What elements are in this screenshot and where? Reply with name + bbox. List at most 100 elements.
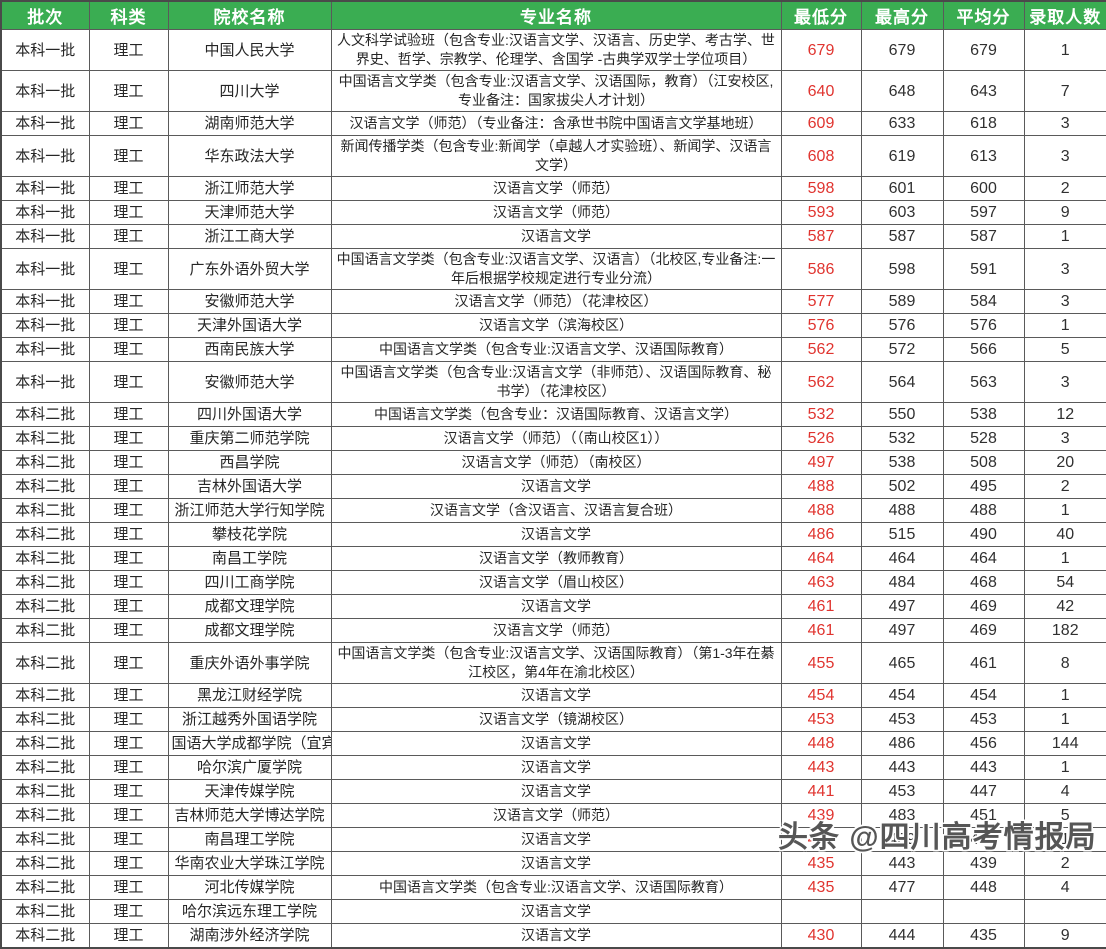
- cell-avg: 453: [942, 707, 1025, 732]
- cell-category: 理工: [88, 731, 169, 756]
- cell-school: 安徽师范大学: [167, 289, 332, 314]
- cell-batch: 本科一批: [0, 29, 90, 71]
- cell-major: 汉语言文学: [330, 827, 782, 852]
- cell-max: 443: [860, 755, 944, 780]
- cell-count: 3: [1023, 248, 1106, 290]
- cell-min: 526: [780, 426, 862, 451]
- cell-avg: 597: [942, 200, 1025, 225]
- cell-category: 理工: [88, 594, 169, 619]
- cell-count: 1: [1023, 827, 1106, 852]
- table-row: 本科二批 理工 哈尔滨广厦学院 汉语言文学 443 443 443 1: [0, 755, 1106, 780]
- cell-min: 586: [780, 248, 862, 290]
- cell-batch: 本科一批: [0, 200, 90, 225]
- cell-count: 1: [1023, 498, 1106, 523]
- cell-school: 四川大学: [167, 70, 332, 112]
- cell-min: 439: [780, 803, 862, 828]
- cell-school: 天津传媒学院: [167, 779, 332, 804]
- cell-min: 461: [780, 618, 862, 643]
- cell-category: 理工: [88, 426, 169, 451]
- cell-category: 理工: [88, 683, 169, 708]
- cell-batch: 本科二批: [0, 851, 90, 876]
- cell-batch: 本科二批: [0, 642, 90, 684]
- cell-avg: 490: [942, 522, 1025, 547]
- cell-min: 463: [780, 570, 862, 595]
- cell-school: 吉林外国语大学: [167, 474, 332, 499]
- cell-category: 理工: [88, 289, 169, 314]
- cell-category: 理工: [88, 618, 169, 643]
- cell-category: 理工: [88, 642, 169, 684]
- cell-major: 汉语言文学（师范）（专业备注：含承世书院中国语言文学基地班）: [330, 111, 782, 136]
- cell-major: 汉语言文学（滨海校区）: [330, 313, 782, 338]
- table-row: 本科二批 理工 浙江师范大学行知学院 汉语言文学（含汉语言、汉语言复合班） 488 488…: [0, 498, 1106, 523]
- cell-major: 中国语言文学类（包含专业：汉语国际教育、汉语言文学）: [330, 402, 782, 427]
- cell-category: 理工: [88, 176, 169, 201]
- cell-avg: 495: [942, 474, 1025, 499]
- cell-min: 609: [780, 111, 862, 136]
- cell-min: 435: [780, 851, 862, 876]
- cell-category: 理工: [88, 755, 169, 780]
- cell-school: 浙江师范大学: [167, 176, 332, 201]
- table-row: 本科二批 理工 成都文理学院 汉语言文学 461 497 469 42: [0, 594, 1106, 619]
- cell-avg: 528: [942, 426, 1025, 451]
- cell-category: 理工: [88, 29, 169, 71]
- cell-avg: 439: [942, 827, 1025, 852]
- cell-major: 汉语言文学: [330, 474, 782, 499]
- cell-min: 430: [780, 923, 862, 949]
- cell-batch: 本科二批: [0, 474, 90, 499]
- cell-count: 4: [1023, 779, 1106, 804]
- cell-major: 汉语言文学: [330, 731, 782, 756]
- cell-category: 理工: [88, 707, 169, 732]
- cell-avg: 600: [942, 176, 1025, 201]
- cell-min: 532: [780, 402, 862, 427]
- column-header-avg: 平均分: [942, 0, 1025, 30]
- column-header-max: 最高分: [860, 0, 944, 30]
- cell-major: 汉语言文学（师范）（花津校区）: [330, 289, 782, 314]
- table-row: 本科二批 理工 国语大学成都学院（宜宾 汉语言文学 448 486 456 144: [0, 731, 1106, 756]
- cell-major: 汉语言文学（眉山校区）: [330, 570, 782, 595]
- cell-max: 598: [860, 248, 944, 290]
- cell-count: 1: [1023, 707, 1106, 732]
- cell-min: 486: [780, 522, 862, 547]
- cell-batch: 本科二批: [0, 450, 90, 475]
- cell-school: 吉林师范大学博达学院: [167, 803, 332, 828]
- cell-batch: 本科二批: [0, 707, 90, 732]
- cell-min: 455: [780, 642, 862, 684]
- cell-avg: 591: [942, 248, 1025, 290]
- cell-school: 南昌工学院: [167, 546, 332, 571]
- cell-category: 理工: [88, 402, 169, 427]
- cell-avg: 454: [942, 683, 1025, 708]
- cell-batch: 本科一批: [0, 111, 90, 136]
- cell-avg: 451: [942, 803, 1025, 828]
- cell-count: 5: [1023, 337, 1106, 362]
- cell-batch: 本科二批: [0, 594, 90, 619]
- cell-category: 理工: [88, 923, 169, 949]
- cell-count: 9: [1023, 200, 1106, 225]
- cell-avg: 448: [942, 875, 1025, 900]
- cell-batch: 本科一批: [0, 337, 90, 362]
- cell-category: 理工: [88, 337, 169, 362]
- cell-min: 435: [780, 875, 862, 900]
- cell-batch: 本科一批: [0, 248, 90, 290]
- cell-count: 2: [1023, 176, 1106, 201]
- cell-avg: 618: [942, 111, 1025, 136]
- cell-category: 理工: [88, 827, 169, 852]
- cell-max: [860, 899, 944, 924]
- table-row: 本科二批 理工 重庆外语外事学院 中国语言文学类（包含专业:汉语言文学、汉语国际教育）…: [0, 642, 1106, 684]
- cell-count: 54: [1023, 570, 1106, 595]
- cell-category: 理工: [88, 450, 169, 475]
- cell-major: 汉语言文学: [330, 683, 782, 708]
- cell-major: 汉语言文学: [330, 851, 782, 876]
- cell-min: 461: [780, 594, 862, 619]
- cell-min: 439: [780, 827, 862, 852]
- table-row: 本科一批 理工 浙江师范大学 汉语言文学（师范） 598 601 600 2: [0, 176, 1106, 201]
- cell-min: 577: [780, 289, 862, 314]
- cell-school: 中国人民大学: [167, 29, 332, 71]
- cell-avg: 508: [942, 450, 1025, 475]
- cell-school: 华南农业大学珠江学院: [167, 851, 332, 876]
- cell-min: 448: [780, 731, 862, 756]
- cell-avg: 566: [942, 337, 1025, 362]
- cell-max: 619: [860, 135, 944, 177]
- cell-count: 5: [1023, 803, 1106, 828]
- cell-avg: 584: [942, 289, 1025, 314]
- cell-school: 西南民族大学: [167, 337, 332, 362]
